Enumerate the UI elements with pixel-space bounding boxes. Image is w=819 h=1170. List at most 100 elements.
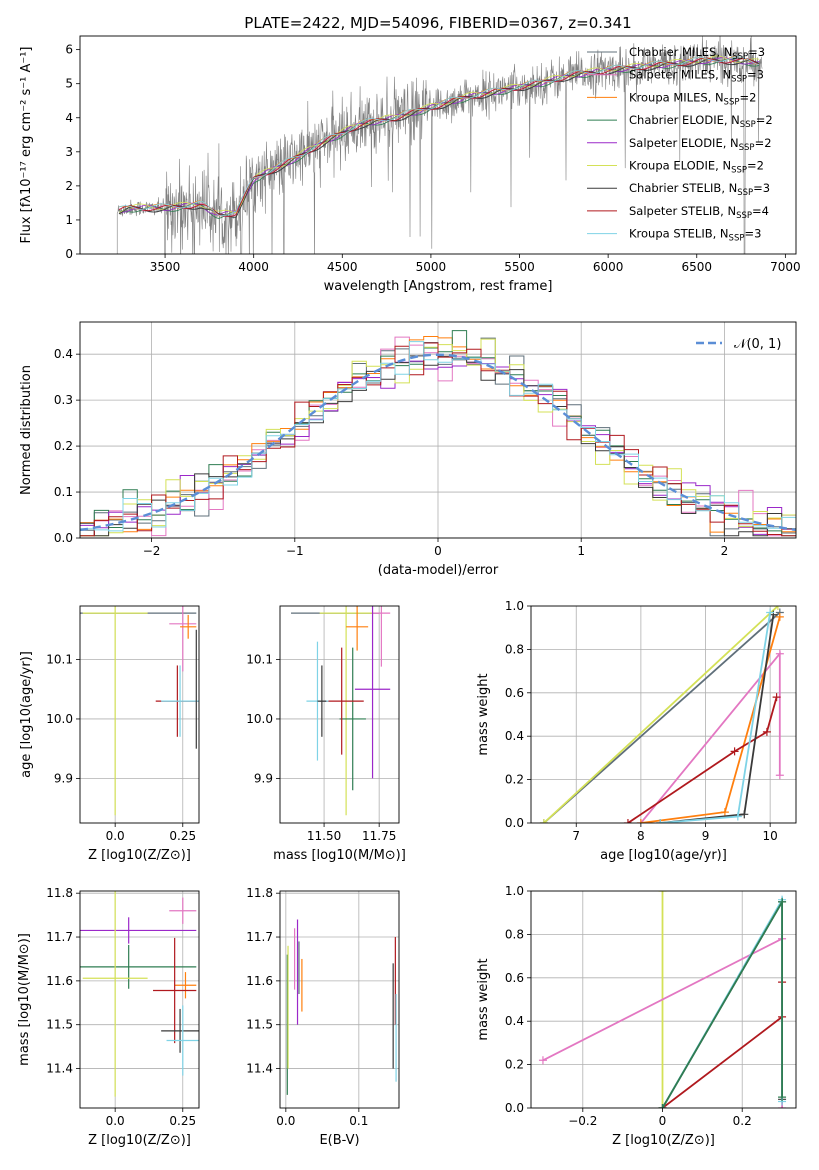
weight-marker	[539, 819, 548, 823]
panel-mass-vs-Z: 0.0 0.25 11.4 11.5 11.6 11.7 11.8 Z [log10(Z/Z⊙…	[17, 886, 200, 1148]
y-tick-label: 0.2	[505, 773, 524, 787]
weight-series	[627, 696, 778, 823]
x-tick-label: 6500	[681, 260, 712, 274]
x-tick-label: 0.0	[106, 829, 125, 843]
y-tick-label: 11.5	[46, 1018, 73, 1032]
weight-marker	[766, 608, 775, 617]
legend-label: Salpeter ELODIE, N	[629, 136, 739, 150]
axes-frame	[279, 605, 400, 824]
axes-frame	[530, 890, 797, 1109]
plot-area	[280, 891, 399, 1108]
plot-area	[280, 606, 399, 823]
y-tick-label: 0.4	[54, 347, 73, 361]
x-tick-label: 1	[577, 544, 585, 558]
y-tick-label: 0.1	[54, 485, 73, 499]
y-tick-label: 11.8	[46, 886, 73, 900]
legend-label: Salpeter STELIB, N	[629, 204, 736, 218]
y-tick-label: 9.9	[254, 771, 273, 785]
axes-frame	[79, 605, 200, 824]
plot-area	[531, 606, 796, 823]
legend-subscript: SSP	[731, 166, 747, 176]
x-tick-label: 0	[434, 544, 442, 558]
y-tick-label: 1.0	[505, 599, 524, 613]
x-tick-label: 6000	[593, 260, 624, 274]
weight-marker	[636, 819, 645, 823]
axes-frame	[279, 890, 400, 1109]
legend-subscript: SSP	[724, 97, 740, 107]
x-tick-label: 10	[763, 829, 778, 843]
legend-count: =2	[756, 113, 773, 127]
weight-marker	[656, 819, 665, 823]
y-tick-label: 0.0	[505, 1101, 524, 1115]
x-tick-label: 0.0	[106, 1114, 125, 1128]
y-tick-label: 0.6	[505, 686, 524, 700]
weight-marker	[773, 606, 782, 610]
x-axis-label: Z [log10(Z/Z⊙)]	[88, 1133, 191, 1148]
x-axis-label: Z [log10(Z/Z⊙)]	[88, 848, 191, 863]
plot-area	[80, 891, 199, 1108]
x-tick-label: 5000	[416, 260, 447, 274]
legend-subscript: SSP	[740, 120, 756, 130]
weight-marker	[623, 819, 632, 823]
legend-subscript: SSP	[737, 188, 753, 198]
legend-entry: Chabrier STELIB, NSSP=3	[629, 181, 770, 198]
x-axis-label: (data-model)/error	[378, 563, 499, 578]
legend-subscript: SSP	[732, 52, 748, 62]
y-tick-label: 4	[65, 111, 73, 125]
x-tick-label: 8	[637, 829, 645, 843]
x-axis-label: mass [log10(M/M⊙)]	[273, 848, 406, 863]
legend-count: =3	[748, 45, 765, 59]
y-tick-label: 11.4	[246, 1062, 273, 1076]
weight-marker	[775, 771, 784, 780]
y-tick-label: 11.7	[46, 930, 73, 944]
legend-count: =2	[739, 90, 756, 104]
legend-entry: Salpeter STELIB, NSSP=4	[629, 204, 769, 221]
plot-area	[531, 891, 796, 1108]
legend-count: =3	[753, 181, 770, 195]
model-fit-line	[118, 56, 760, 217]
histogram-series	[80, 341, 796, 538]
y-tick-label: 0.3	[54, 393, 73, 407]
x-tick-label: 0.25	[169, 829, 196, 843]
panel-age-vs-mass: 11.50 11.75 9.9 10.0 10.1 mass [log10(M/M⊙)]	[246, 605, 406, 863]
legend-label: Kroupa STELIB, N	[629, 227, 729, 241]
y-tick-label: 0.2	[505, 1058, 524, 1072]
y-tick-label: 6	[65, 43, 73, 57]
x-tick-label: 7	[572, 829, 580, 843]
x-tick-label: 0.25	[169, 1114, 196, 1128]
y-tick-label: 0	[65, 247, 73, 261]
legend-entry: Kroupa STELIB, NSSP=3	[629, 227, 761, 244]
x-tick-label: 7000	[770, 260, 801, 274]
y-tick-label: 10.0	[46, 712, 73, 726]
axes-frame	[530, 605, 797, 824]
normal-curve	[80, 353, 796, 532]
y-tick-label: 1.0	[505, 884, 524, 898]
panel-mass-vs-EBV: 0.0 0.1 11.4 11.5 11.6 11.7 11.8 E(B-V)	[246, 886, 400, 1148]
x-tick-label: 4500	[327, 260, 358, 274]
y-tick-label: 3	[65, 145, 73, 159]
x-tick-label: 2	[721, 544, 729, 558]
legend-entry: Salpeter MILES, NSSP=3	[629, 68, 764, 85]
y-tick-label: 0.4	[505, 729, 524, 743]
weight-marker	[778, 1093, 787, 1102]
plot-area	[80, 606, 199, 823]
y-tick-label: 0.8	[505, 927, 524, 941]
legend-count: =3	[744, 227, 761, 241]
y-axis-label: Flux [fλ10⁻¹⁷ erg cm⁻² s⁻¹ A⁻¹]	[19, 47, 34, 244]
x-tick-label: 0	[659, 1114, 667, 1128]
chart-title: PLATE=2422, MJD=54096, FIBERID=0367, z=0…	[244, 14, 631, 32]
y-tick-label: 11.4	[46, 1062, 73, 1076]
legend-count: =2	[755, 136, 772, 150]
weight-marker	[730, 747, 739, 756]
weight-marker	[538, 1056, 547, 1065]
x-tick-label: 9	[702, 829, 710, 843]
weight-marker	[740, 810, 749, 819]
x-tick-label: 5500	[504, 260, 535, 274]
panel-weight-vs-age: 7 8 9 10 0.0 0.2 0.4 0.6 0.8 1.0 age [log10(age/yr…	[476, 599, 797, 863]
legend-label: Chabrier ELODIE, N	[629, 113, 740, 127]
observed-spectrum	[116, 36, 763, 254]
legend-label: Chabrier MILES, N	[629, 45, 732, 59]
y-tick-label: 5	[65, 77, 73, 91]
